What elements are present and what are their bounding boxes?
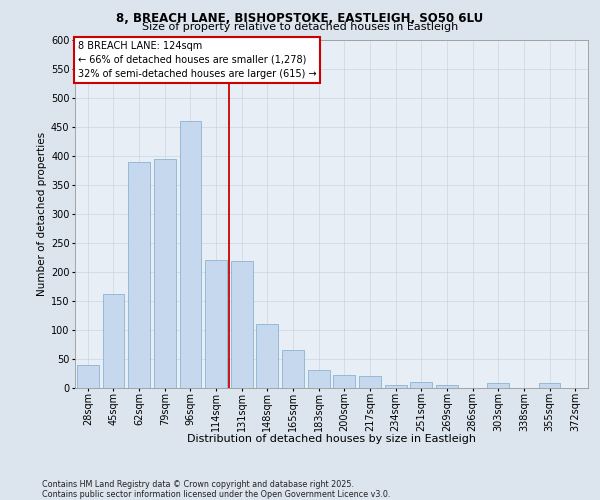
Bar [103, 294, 124, 388]
Text: Contains HM Land Registry data © Crown copyright and database right 2025.
Contai: Contains HM Land Registry data © Crown c… [42, 480, 391, 499]
Bar [231, 261, 253, 388]
Bar [539, 384, 560, 388]
Text: Size of property relative to detached houses in Eastleigh: Size of property relative to detached ho… [142, 22, 458, 32]
Text: 8, BREACH LANE, BISHOPSTOKE, EASTLEIGH, SO50 6LU: 8, BREACH LANE, BISHOPSTOKE, EASTLEIGH, … [116, 12, 484, 24]
Bar [334, 375, 355, 388]
Text: 8 BREACH LANE: 124sqm
← 66% of detached houses are smaller (1,278)
32% of semi-d: 8 BREACH LANE: 124sqm ← 66% of detached … [77, 40, 316, 78]
Bar [179, 121, 202, 388]
Bar [154, 158, 176, 388]
Bar [308, 370, 329, 388]
X-axis label: Distribution of detached houses by size in Eastleigh: Distribution of detached houses by size … [187, 434, 476, 444]
Y-axis label: Number of detached properties: Number of detached properties [37, 132, 47, 296]
Bar [282, 350, 304, 388]
Bar [487, 383, 509, 388]
Bar [359, 376, 381, 388]
Bar [256, 324, 278, 388]
Bar [385, 384, 407, 388]
Bar [436, 384, 458, 388]
Bar [128, 162, 150, 388]
Bar [410, 382, 432, 388]
Bar [77, 366, 99, 388]
Bar [205, 260, 227, 388]
